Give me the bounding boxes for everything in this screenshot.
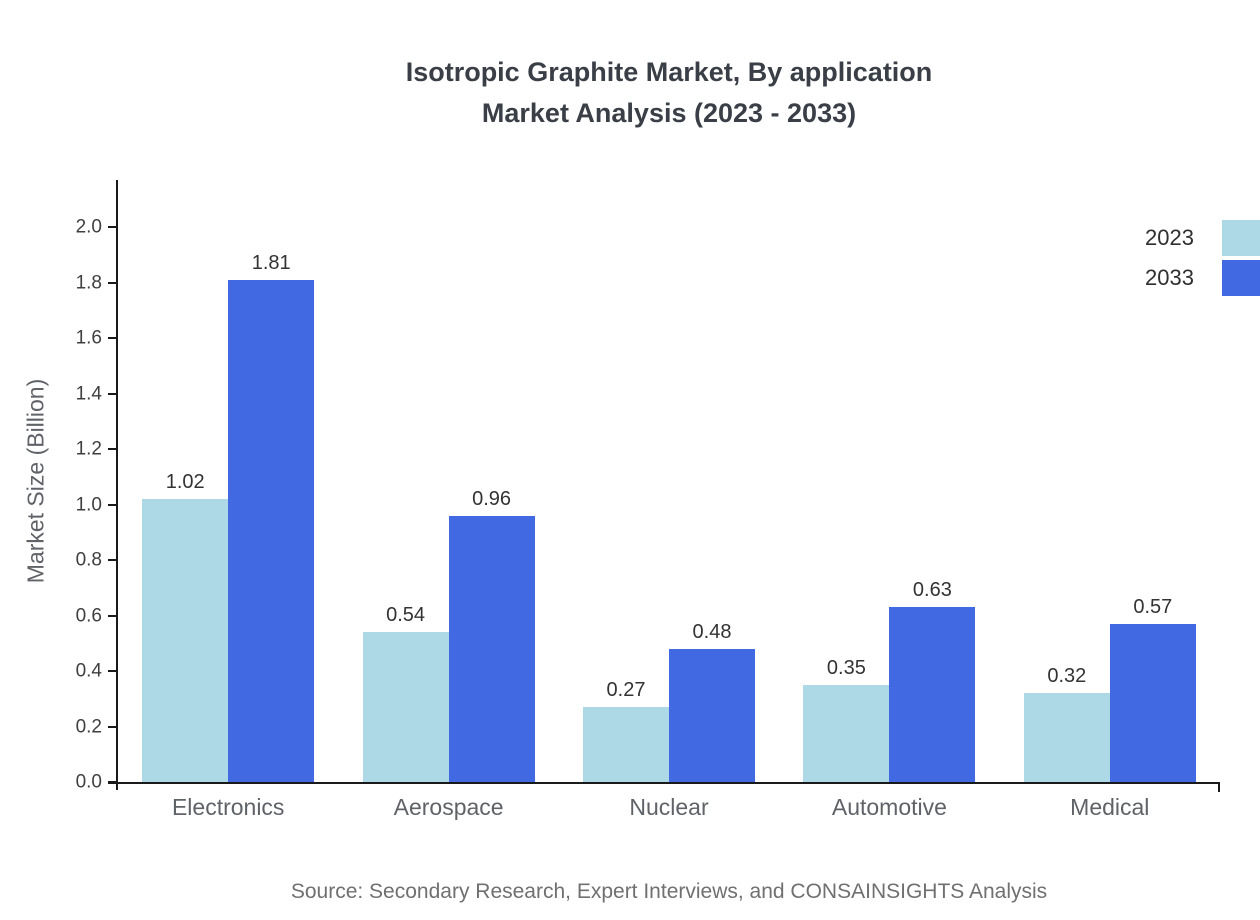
x-category-label-medical: Medical [1070, 794, 1150, 820]
bar-group-medical: 0.32 0.57 [1023, 595, 1196, 782]
bar-wrap: 0.63 [889, 579, 976, 782]
bar-value-label: 0.63 [912, 579, 952, 602]
y-tick-label: 0.6 [75, 605, 102, 627]
bar-2033-electronics [228, 279, 315, 782]
source-note: Source: Secondary Research, Expert Inter… [290, 880, 1048, 903]
legend-swatch [1222, 260, 1260, 296]
y-tick-mark [108, 226, 116, 229]
bar-value-label: 0.35 [826, 656, 866, 679]
bar-2023-nuclear [583, 707, 669, 782]
bar-2033-nuclear [669, 648, 755, 782]
bar-value-label: 1.02 [165, 471, 205, 494]
chart-title-line2: Market Analysis (2023 - 2033) [481, 98, 857, 128]
y-tick-mark [108, 670, 116, 673]
bar-value-label: 1.81 [251, 251, 291, 274]
y-tick-mark [108, 725, 116, 728]
y-tick-mark [108, 337, 116, 340]
bar-2033-automotive [889, 607, 976, 782]
x-category-label-aerospace: Aerospace [393, 794, 504, 820]
y-tick-mark [108, 281, 116, 284]
bar-2033-medical [1109, 623, 1196, 782]
chart-title-line1: Isotropic Graphite Market, By applicatio… [405, 57, 933, 87]
y-tick-label: 1.4 [75, 383, 102, 405]
y-tick-mark [108, 448, 116, 451]
bar-group-electronics: 1.02 1.81 [142, 251, 315, 782]
x-axis-line [108, 782, 1220, 784]
y-tick-mark [108, 781, 116, 783]
y-tick-label: 1.0 [75, 494, 102, 516]
y-tick-mark [108, 614, 116, 617]
y-tick-mark [108, 503, 116, 506]
y-tick-label: 2.0 [75, 216, 102, 238]
bar-wrap: 1.02 [142, 471, 229, 782]
bar-group-automotive: 0.35 0.63 [803, 579, 976, 782]
bar-value-label: 0.48 [692, 620, 732, 643]
bar-2023-medical [1023, 693, 1110, 782]
bar-value-label: 0.57 [1133, 595, 1173, 618]
y-tick-label: 0.4 [75, 660, 102, 682]
chart-title: Isotropic Graphite Market, By applicatio… [118, 52, 1220, 134]
bar-group-aerospace: 0.54 0.96 [362, 487, 535, 782]
legend-item-2023: 2023 [1145, 218, 1260, 258]
legend-label: 2033 [1145, 265, 1194, 290]
plot-area: 0.0 0.2 0.4 0.6 0.8 1.0 1.2 1.4 1.6 1.8 2.0 1.02 1.8… [76, 180, 1220, 820]
y-axis-line [116, 180, 118, 790]
bar-wrap: 0.48 [669, 622, 755, 782]
x-category-label-nuclear: Nuclear [629, 794, 709, 820]
y-tick-label: 0.8 [75, 549, 102, 571]
x-axis-end-tick [1218, 784, 1220, 792]
y-tick-label: 0.2 [75, 716, 102, 738]
bar-value-label: 0.32 [1047, 665, 1087, 688]
legend: 2023 2033 [1145, 218, 1260, 298]
y-tick-label: 1.2 [75, 438, 102, 460]
bar-2023-electronics [142, 499, 229, 782]
bar-group-nuclear: 0.27 0.48 [583, 622, 755, 782]
bar-wrap: 1.81 [228, 251, 315, 782]
bar-wrap: 0.57 [1109, 595, 1196, 782]
bar-2033-aerospace [448, 515, 535, 782]
y-tick-label: 1.8 [75, 272, 102, 294]
bar-value-label: 0.54 [386, 604, 426, 627]
bar-wrap: 0.32 [1023, 665, 1110, 782]
legend-swatch [1222, 220, 1260, 256]
y-axis-title: Market Size (Billion) [22, 378, 49, 584]
legend-item-2033: 2033 [1145, 258, 1260, 298]
bar-value-label: 0.96 [472, 487, 512, 510]
y-tick-label: 1.6 [75, 327, 102, 349]
bar-2023-aerospace [362, 632, 449, 782]
bar-value-label: 0.27 [606, 679, 646, 702]
bar-2023-automotive [803, 684, 890, 782]
legend-label: 2023 [1145, 225, 1194, 250]
y-tick-mark [108, 559, 116, 562]
x-category-label-electronics: Electronics [171, 794, 285, 820]
x-category-label-automotive: Automotive [831, 794, 947, 820]
bar-wrap: 0.27 [583, 680, 669, 782]
bar-wrap: 0.96 [448, 487, 535, 782]
y-tick-label: 0.0 [75, 771, 102, 793]
bar-wrap: 0.54 [362, 604, 449, 782]
y-tick-mark [108, 392, 116, 395]
bar-wrap: 0.35 [803, 656, 890, 782]
